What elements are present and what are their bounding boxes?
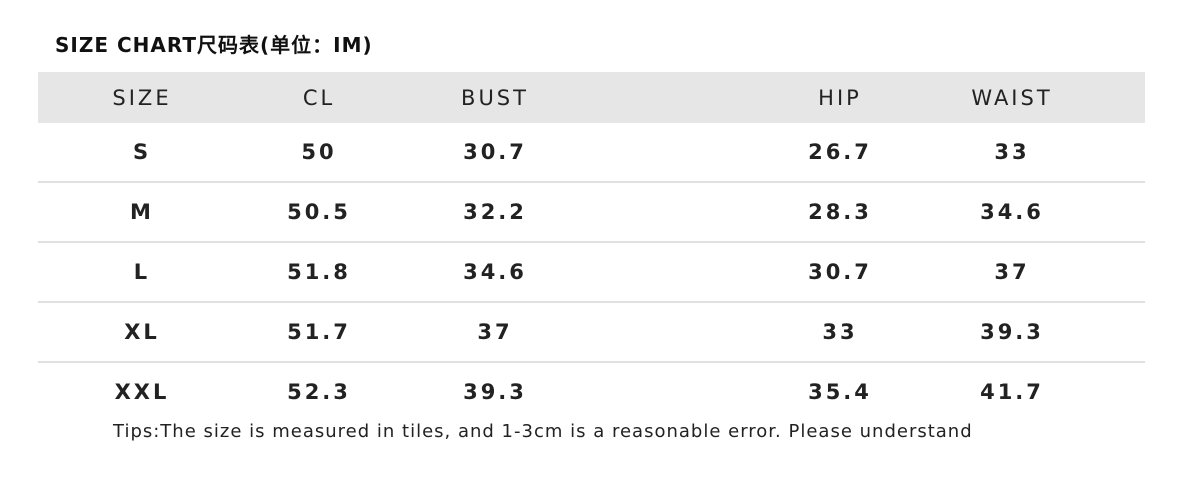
page-title: SIZE CHART尺码表(单位：IM)	[55, 33, 373, 57]
table-cell: 51.7	[287, 320, 351, 344]
table-cell: 30.7	[808, 260, 872, 284]
table-cell: 37	[477, 320, 513, 344]
table-cell: S	[132, 140, 152, 164]
table-row: XXL 52.3 39.3 35.4 41.7	[38, 363, 1145, 421]
table-row: M 50.5 32.2 28.3 34.6	[38, 183, 1145, 243]
table-cell: 32.2	[463, 200, 527, 224]
table-cell: 35.4	[808, 380, 872, 404]
tips-text: Tips:The size is measured in tiles, and …	[113, 421, 973, 442]
size-table: SIZE CL BUST HIP WAIST S 50 30.7 26.7 33 M 50.…	[38, 72, 1145, 421]
header-bust: BUST	[461, 85, 529, 110]
header-hip: HIP	[818, 85, 862, 110]
table-cell: 50	[301, 140, 337, 164]
table-cell: 30.7	[463, 140, 527, 164]
table-cell: 52.3	[287, 380, 351, 404]
header-cl: CL	[302, 85, 336, 110]
table-cell: 41.7	[980, 380, 1044, 404]
table-cell: 51.8	[287, 260, 351, 284]
table-cell: XL	[124, 320, 160, 344]
table-cell: 26.7	[808, 140, 872, 164]
table-cell: 50.5	[287, 200, 351, 224]
table-cell: 28.3	[808, 200, 872, 224]
header-size: SIZE	[112, 85, 172, 110]
table-cell: XXL	[114, 380, 170, 404]
table-cell: 34.6	[463, 260, 527, 284]
table-row: S 50 30.7 26.7 33	[38, 123, 1145, 183]
table-cell: 34.6	[980, 200, 1044, 224]
table-cell: 39.3	[463, 380, 527, 404]
table-cell: 37	[994, 260, 1030, 284]
table-header: SIZE CL BUST HIP WAIST	[38, 72, 1145, 123]
table-cell: 33	[822, 320, 858, 344]
table-cell: 39.3	[980, 320, 1044, 344]
table-cell: 33	[994, 140, 1030, 164]
header-waist: WAIST	[971, 85, 1053, 110]
table-cell: M	[130, 200, 154, 224]
table-row: XL 51.7 37 33 39.3	[38, 303, 1145, 363]
table-row: L 51.8 34.6 30.7 37	[38, 243, 1145, 303]
table-cell: L	[133, 260, 151, 284]
